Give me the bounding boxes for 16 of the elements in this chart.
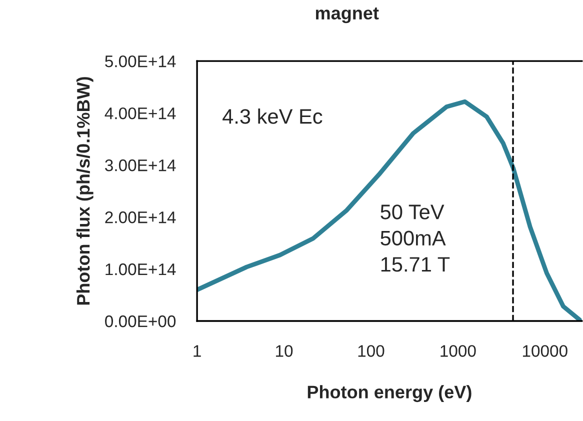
annotation: 50 TeV 500mA 15.71 T <box>380 204 450 272</box>
x-tick-label: 10 <box>276 345 293 357</box>
y-tick-label: 4.00E+14 <box>104 107 176 120</box>
y-tick-label: 5.00E+14 <box>105 55 176 68</box>
x-tick-label: 1 <box>194 345 201 357</box>
y-tick-label: 0.00E+00 <box>105 315 176 328</box>
y-tick-label: 1.00E+14 <box>106 263 176 276</box>
y-tick-label: 3.00E+14 <box>105 159 176 172</box>
y-tick-label: 2.00E+14 <box>105 211 176 224</box>
x-tick-label: 10000 <box>522 345 568 357</box>
x-axis-title: Photon energy (eV) <box>308 385 472 402</box>
x-tick-label: 1000 <box>440 345 476 357</box>
chart-title: magnet <box>316 8 379 24</box>
x-tick-label: 100 <box>358 345 384 357</box>
y-axis-title: Photon flux (ph/s/0.1%BW) <box>76 77 94 305</box>
annotation: 4.3 keV Ec <box>222 108 322 124</box>
